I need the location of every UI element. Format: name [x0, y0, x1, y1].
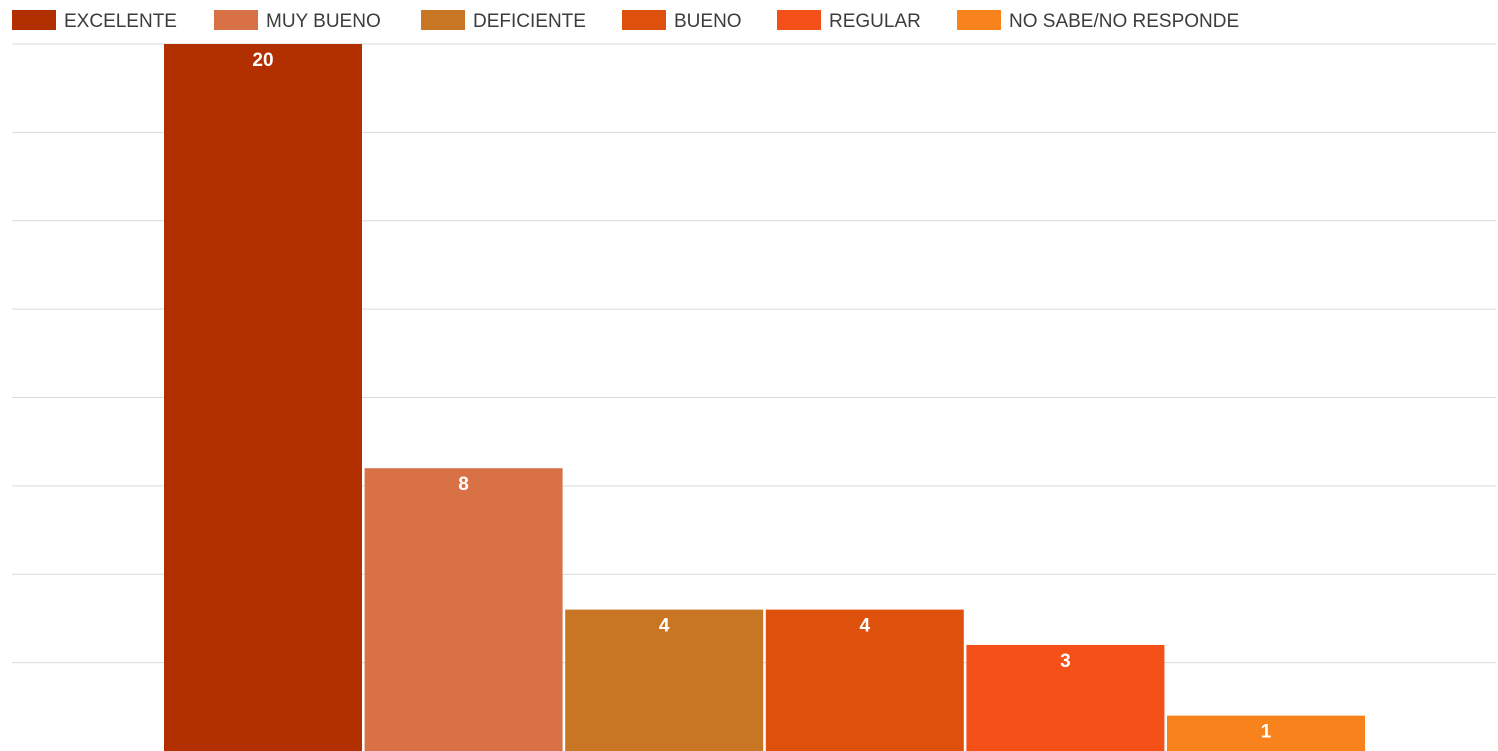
legend-item-muy-bueno[interactable]: MUY BUENO [214, 10, 381, 32]
value-label-excelente: 20 [252, 50, 273, 71]
legend-swatch-excelente [12, 10, 56, 30]
legend-label-regular: REGULAR [829, 11, 921, 32]
legend-item-excelente[interactable]: EXCELENTE [12, 10, 177, 32]
value-label-no-sabe-no-responde: 1 [1261, 722, 1272, 743]
legend-label-deficiente: DEFICIENTE [473, 11, 586, 32]
bar-regular[interactable] [966, 644, 1165, 751]
bars-layer [164, 44, 1365, 751]
legend-swatch-regular [777, 10, 821, 30]
value-labels-layer: 20 8 4 4 3 1 [252, 50, 1271, 743]
legend-label-no-sabe-no-responde: NO SABE/NO RESPONDE [1009, 11, 1239, 32]
legend-label-bueno: BUENO [674, 11, 742, 32]
legend-label-muy-bueno: MUY BUENO [266, 11, 381, 32]
bar-no-sabe-no-responde[interactable] [1167, 715, 1365, 751]
bar-muy-bueno[interactable] [364, 468, 563, 751]
value-label-deficiente: 4 [659, 616, 670, 637]
legend-item-regular[interactable]: REGULAR [777, 10, 921, 32]
legend-item-no-sabe-no-responde[interactable]: NO SABE/NO RESPONDE [957, 10, 1239, 32]
legend-label-excelente: EXCELENTE [64, 11, 177, 32]
value-label-regular: 3 [1060, 651, 1071, 672]
legend-swatch-no-sabe-no-responde [957, 10, 1001, 30]
legend-item-bueno[interactable]: BUENO [622, 10, 742, 32]
legend-swatch-bueno [622, 10, 666, 30]
value-label-muy-bueno: 8 [458, 474, 469, 495]
bar-deficiente[interactable] [565, 609, 764, 751]
legend-swatch-muy-bueno [214, 10, 258, 30]
bar-excelente[interactable] [164, 44, 362, 751]
value-label-bueno: 4 [860, 616, 871, 637]
legend: EXCELENTE MUY BUENO DEFICIENTE BUENO REGULAR… [12, 10, 1239, 32]
legend-item-deficiente[interactable]: DEFICIENTE [421, 10, 586, 32]
legend-swatch-deficiente [421, 10, 465, 30]
bar-bueno[interactable] [765, 609, 964, 751]
